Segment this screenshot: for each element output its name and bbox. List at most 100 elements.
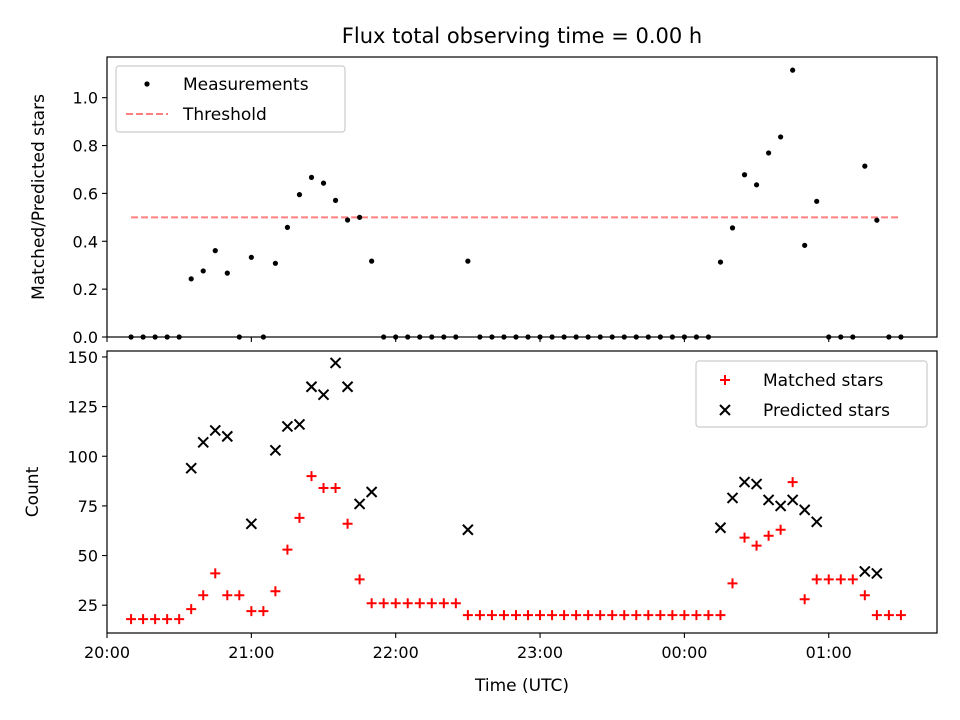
x-tick-label: 22:00	[373, 643, 419, 662]
predicted-star-point	[738, 476, 751, 488]
predicted-star-point	[353, 498, 366, 510]
matched-star-point	[547, 610, 558, 621]
predicted-star-point	[365, 486, 378, 498]
y-tick-label: 0.4	[73, 232, 98, 251]
predicted-star-point	[726, 492, 739, 504]
measurement-point	[188, 276, 194, 282]
y-tick-label: 0.8	[73, 137, 98, 156]
matched-star-point	[402, 598, 413, 609]
matched-star-point	[306, 471, 317, 482]
predicted-star-point	[269, 444, 282, 457]
measurement-point	[344, 217, 351, 223]
predicted-star-point	[811, 516, 823, 528]
matched-star-point	[234, 590, 245, 601]
predicted-star-point	[197, 436, 209, 449]
y-axis-label: Count	[23, 466, 43, 517]
measurement-point	[802, 242, 808, 248]
matched-star-point	[667, 610, 678, 621]
matched-star-point	[510, 610, 521, 621]
matched-star-point	[823, 574, 834, 585]
matched-star-point	[895, 610, 906, 621]
chart-title: Flux total observing time = 0.00 h	[342, 24, 702, 48]
matched-star-point	[450, 598, 461, 609]
matched-star-point	[318, 483, 329, 494]
matched-star-point	[799, 594, 810, 605]
y-tick-label: 50	[78, 547, 98, 566]
matched-star-point	[847, 574, 858, 585]
measurement-point	[248, 254, 254, 260]
matched-star-point	[390, 598, 401, 609]
matched-star-point	[294, 512, 305, 523]
predicted-star-point	[245, 518, 258, 530]
legend: Matched stars Predicted stars	[695, 360, 928, 428]
matched-star-point	[198, 590, 209, 601]
predicted-star-point	[786, 494, 799, 506]
predicted-star-point	[317, 388, 330, 401]
measurement-point	[717, 259, 724, 265]
matched-star-point	[607, 610, 618, 621]
matched-star-point	[378, 598, 389, 609]
measurement-point	[200, 268, 206, 274]
legend-label: Matched stars	[763, 371, 883, 391]
measurement-point	[272, 260, 279, 266]
measurement-point	[862, 163, 868, 169]
y-tick-label: 25	[78, 596, 98, 615]
measurement-point	[296, 192, 303, 198]
x-tick-label: 20:00	[84, 643, 130, 662]
measurement-point	[778, 134, 784, 140]
matched-star-point	[174, 614, 185, 625]
legend-marker-predicted	[719, 404, 731, 416]
matched-star-point	[414, 598, 425, 609]
matched-star-point	[739, 532, 750, 543]
matched-star-point	[222, 590, 233, 601]
matched-star-point	[763, 530, 774, 541]
matched-star-point	[486, 610, 497, 621]
matched-star-point	[775, 524, 786, 535]
x-tick-label: 21:00	[228, 643, 274, 662]
measurement-point	[790, 67, 796, 73]
matched-star-point	[883, 610, 894, 621]
matched-star-point	[835, 574, 846, 585]
x-tick-label: 23:00	[517, 643, 563, 662]
predicted-star-point	[209, 424, 221, 437]
measurement-point	[465, 258, 471, 264]
matched-star-point	[162, 614, 173, 625]
bottom-panel: 25 50 75 100 125 150 20:00 21:00 22:00 23:00 00:00…	[23, 348, 938, 696]
matched-star-point	[523, 610, 534, 621]
matched-star-point	[535, 610, 546, 621]
predicted-star-point	[859, 565, 871, 578]
matched-star-point	[787, 477, 798, 488]
measurement-point	[741, 172, 748, 178]
matched-star-point	[366, 598, 377, 609]
legend-frame	[695, 360, 928, 428]
matched-star-point	[186, 604, 197, 615]
matched-star-point	[595, 610, 606, 621]
matched-star-point	[354, 574, 365, 585]
predicted-star-point	[293, 418, 306, 431]
measurement-point	[765, 150, 772, 156]
matched-star-point	[703, 610, 714, 621]
x-tick-label: 01:00	[806, 643, 852, 662]
legend-label: Predicted stars	[763, 401, 890, 421]
matched-star-point	[691, 610, 702, 621]
measurement-point	[874, 217, 880, 223]
predicted-star-point	[462, 524, 474, 536]
matched-star-point	[559, 610, 570, 621]
matched-star-point	[150, 614, 161, 625]
matched-star-point	[655, 610, 666, 621]
y-tick-label: 0.2	[73, 280, 98, 299]
matched-star-point	[679, 610, 690, 621]
measurement-point	[320, 180, 327, 186]
bottom-axes-frame	[106, 350, 938, 634]
measurement-point	[308, 174, 315, 180]
matched-star-point	[631, 610, 642, 621]
matched-star-point	[126, 614, 137, 625]
x-axis-label: Time (UTC)	[474, 676, 569, 696]
matched-star-point	[643, 610, 654, 621]
legend-label: Threshold	[182, 105, 267, 125]
top-panel: 0.0 0.2 0.4 0.6 0.8 1.0 Matched/Predicted star…	[29, 56, 938, 347]
measurement-point	[357, 214, 363, 220]
predicted-star-point	[871, 567, 883, 580]
matched-star-point	[246, 606, 257, 617]
predicted-star-point	[185, 462, 197, 474]
